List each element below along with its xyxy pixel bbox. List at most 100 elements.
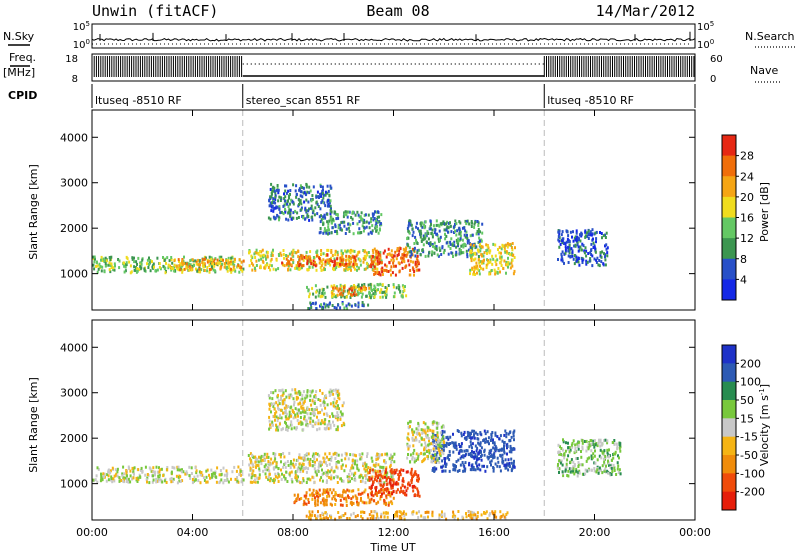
echo-cell [284,389,287,393]
echo-cell [107,468,110,472]
echo-cell [311,497,314,501]
echo-cell [296,412,299,416]
echo-cell [305,502,308,506]
echo-cell [191,264,194,268]
echo-cell [304,396,307,400]
echo-cell [471,446,473,450]
echo-cell [471,245,474,249]
echo-cell [330,250,333,254]
echo-cell [397,253,400,256]
echo-cell [319,230,322,234]
echo-cell [329,423,332,427]
echo-cell [315,489,318,493]
echo-cell [504,250,507,254]
echo-cell [294,209,297,213]
echo-cell [326,413,329,417]
echo-cell [585,439,588,443]
echo-cell [334,223,337,227]
echo-cell [432,429,435,433]
echo-cell [484,511,487,515]
echo-cell [319,192,321,196]
echo-cell [308,191,311,195]
echo-cell [222,466,225,470]
echo-cell [594,231,597,235]
echo-cell [320,214,322,218]
echo-cell [505,463,508,467]
echo-cell [295,251,298,255]
echo-cell [413,438,416,442]
echo-cell [260,257,263,261]
echo-cell [386,511,389,515]
echo-cell [409,259,412,263]
echo-cell [220,257,223,261]
echo-cell [307,498,310,501]
echo-cell [336,257,339,261]
echo-cell [328,452,331,456]
echo-cell [289,466,292,470]
echo-cell [567,454,570,458]
echo-cell [309,458,312,461]
echo-cell [358,227,361,231]
echo-cell [345,227,348,231]
echo-cell [189,476,192,480]
echo-cell [490,459,493,463]
echo-cell [335,428,338,432]
echo-cell [400,489,403,493]
echo-cell [312,209,315,213]
echo-cell [287,205,290,208]
echo-cell [611,441,614,444]
echo-cell [365,251,368,255]
echo-cell [116,470,119,474]
echo-cell [269,201,272,205]
echo-cell [599,444,602,448]
echo-cell [581,258,584,262]
echo-cell [392,259,395,263]
echo-cell [373,247,376,251]
noise-frame [91,23,696,49]
echo-cell [503,463,506,467]
echo-cell [298,456,300,460]
echo-region [307,301,370,311]
echo-cell [176,267,179,271]
echo-cell [400,512,403,516]
echo-cell [268,419,271,423]
echo-cell [220,255,223,259]
echo-cell [573,464,576,468]
echo-cell [178,479,181,483]
echo-cell [334,497,336,501]
echo-cell [176,465,179,469]
echo-cell [398,475,401,478]
echo-cell [225,261,228,265]
echo-cell [358,215,361,219]
echo-cell [466,255,469,259]
echo-cell [391,475,394,479]
colorbar-swatch [722,258,736,280]
echo-cell [447,252,450,256]
echo-cell [103,472,106,476]
echo-cell [276,476,279,480]
echo-cell [171,465,174,469]
echo-cell [372,292,375,296]
colorbar-tick-label: 20 [740,191,754,204]
echo-cell [417,421,420,425]
echo-cell [336,428,339,432]
echo-cell [319,207,322,211]
echo-cell [270,264,273,268]
echo-cell [254,455,257,459]
echo-cell [430,456,433,460]
echo-cell [316,212,319,216]
echo-cell [606,251,609,255]
echo-cell [233,257,236,261]
echo-cell [299,194,302,198]
y-tick-label: 4000 [60,131,88,144]
echo-cell [368,264,371,268]
echo-cell [371,490,373,494]
echo-cell [345,464,347,468]
echo-cell [355,263,358,266]
echo-cell [349,469,352,473]
echo-cell [315,268,318,272]
y-tick-label: 2000 [60,222,88,235]
echo-cell [391,502,394,506]
echo-cell [149,269,152,273]
echo-cell [340,295,343,299]
